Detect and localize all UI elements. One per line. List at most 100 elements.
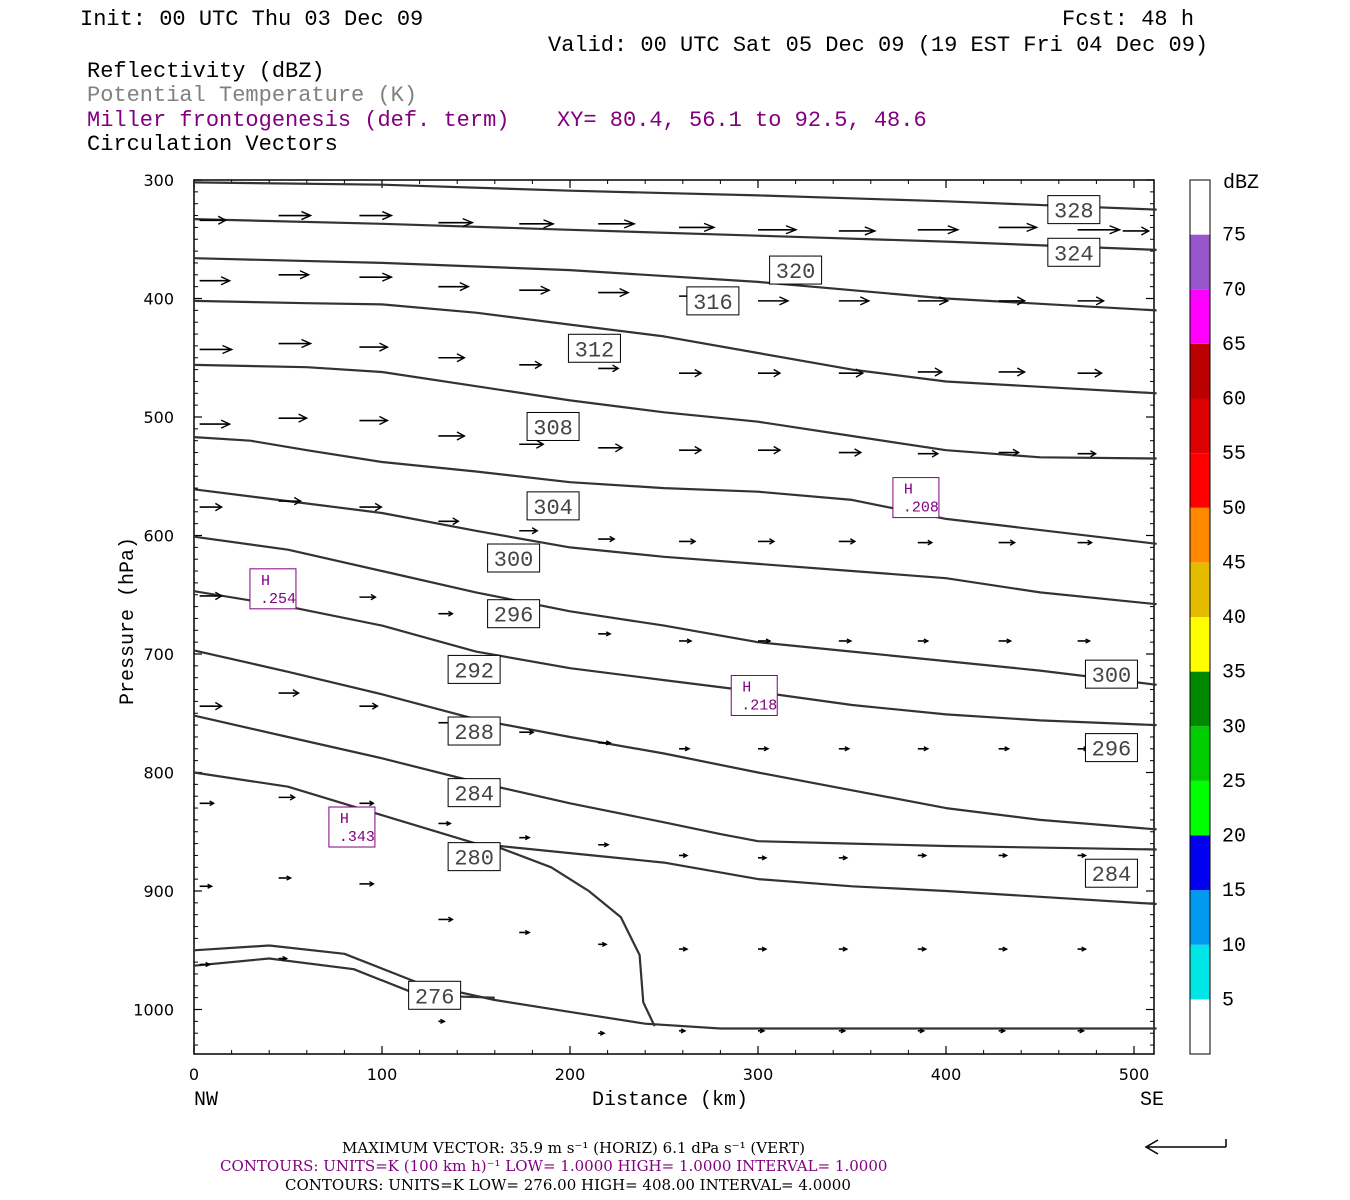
contour-label-text: 324	[1054, 242, 1094, 267]
vector-head	[1140, 226, 1151, 236]
vector-head	[379, 415, 390, 426]
vector-head	[298, 413, 309, 423]
maximum-box	[249, 568, 297, 610]
vector-head	[849, 538, 857, 545]
vector-head	[855, 368, 865, 378]
circulation-vector	[359, 800, 375, 807]
y-tick-label: 500	[143, 408, 174, 427]
vector-head	[605, 631, 612, 637]
circulation-vector	[598, 842, 610, 848]
vector-head	[761, 946, 768, 952]
contour-label-box	[526, 491, 580, 521]
circulation-vector	[359, 210, 394, 221]
vector-head	[1079, 1028, 1086, 1034]
theta-contour-296	[193, 590, 1157, 727]
circulation-vector	[519, 835, 531, 841]
circulation-vector	[359, 415, 390, 426]
vector-head	[282, 955, 289, 962]
circulation-vector	[278, 413, 309, 423]
circulation-vector	[278, 875, 293, 881]
vector-head	[301, 338, 313, 349]
x-tick-label: 0	[189, 1065, 199, 1084]
vector-head	[369, 800, 375, 807]
circulation-vector	[359, 272, 394, 282]
colorbar-swatch	[1190, 890, 1210, 945]
vector-head	[220, 276, 232, 286]
theta-contour-320	[193, 257, 1157, 312]
vector-head	[773, 445, 782, 455]
contour-label-300: 300	[487, 543, 541, 573]
vector-head	[531, 527, 539, 535]
theta-contour-284	[193, 771, 1157, 906]
circulation-vector	[917, 638, 930, 644]
colorbar-swatch	[1190, 180, 1210, 235]
colorbar-swatch	[1190, 289, 1210, 344]
circulation-vector	[199, 419, 232, 429]
colorbar-swatch	[1190, 234, 1210, 290]
y-tick-label: 900	[143, 882, 174, 901]
circulation-vector	[998, 367, 1027, 377]
vector-head	[215, 591, 224, 601]
vector-head	[534, 360, 543, 370]
colorbar-frame	[1189, 179, 1211, 1055]
y-tick-label: 1000	[133, 1001, 174, 1020]
y-tick-label: 600	[143, 527, 174, 546]
circulation-vector	[438, 353, 466, 363]
vector-head	[1002, 946, 1009, 952]
theta-contour-280	[494, 844, 656, 1027]
vector-head	[694, 445, 703, 455]
circulation-vector	[679, 946, 689, 952]
circulation-vector	[199, 883, 214, 889]
contour-label-280: 280	[447, 842, 501, 872]
contour-label-text: 320	[776, 260, 816, 285]
contour-label-276: 276	[408, 980, 462, 1010]
colorbar-level: 10	[1222, 935, 1246, 958]
contour-label-284: 284	[447, 778, 501, 808]
vector-head	[923, 638, 930, 644]
vector-head	[1109, 225, 1122, 235]
field-theta: Potential Temperature (K)	[87, 83, 417, 108]
circulation-vector	[1077, 539, 1093, 546]
contour-label-296: 296	[487, 599, 541, 629]
colorbar-swatch	[1190, 944, 1210, 1000]
colorbar-swatch	[1190, 562, 1210, 617]
circulation-vector	[998, 852, 1009, 859]
vector-head	[938, 296, 950, 306]
vector-head	[921, 946, 928, 952]
colorbar-swatch	[1190, 671, 1210, 727]
vector-head	[765, 638, 772, 644]
circulation-vector	[438, 1018, 446, 1024]
vector-head	[301, 210, 313, 221]
vector-head	[680, 1028, 687, 1034]
vector-head	[1087, 539, 1093, 546]
circulation-vector	[679, 445, 703, 455]
contour-label-text: 308	[533, 416, 573, 441]
circulation-vector	[758, 855, 768, 861]
circulation-vector	[278, 210, 313, 221]
vector-head	[684, 746, 691, 752]
vector-head	[524, 835, 531, 841]
circulation-vector	[1077, 450, 1097, 458]
vector-head	[217, 215, 228, 225]
maximum-value: .254	[260, 591, 296, 608]
contour-label-box	[1047, 195, 1101, 225]
circulation-vector	[917, 225, 960, 235]
theta-contour-292	[193, 649, 1157, 831]
circulation-vector	[917, 539, 934, 546]
circulation-vector	[998, 946, 1009, 952]
colorbar-swatch	[1190, 398, 1210, 454]
colorbar-level: 20	[1222, 826, 1246, 849]
circulation-vector	[438, 282, 471, 292]
vector-head	[524, 929, 531, 936]
x-axis-label: Distance (km)	[592, 1089, 748, 1112]
vector-head	[1002, 852, 1009, 859]
vector-head	[761, 855, 768, 861]
vector-head	[842, 855, 849, 861]
circulation-vector	[1077, 225, 1122, 235]
contour-label-328: 328	[1047, 195, 1101, 225]
contour-label-292: 292	[447, 654, 501, 684]
vector-head	[299, 270, 311, 280]
circulation-vector	[519, 285, 551, 295]
vector-head	[694, 368, 703, 378]
circulation-vector	[917, 946, 928, 952]
